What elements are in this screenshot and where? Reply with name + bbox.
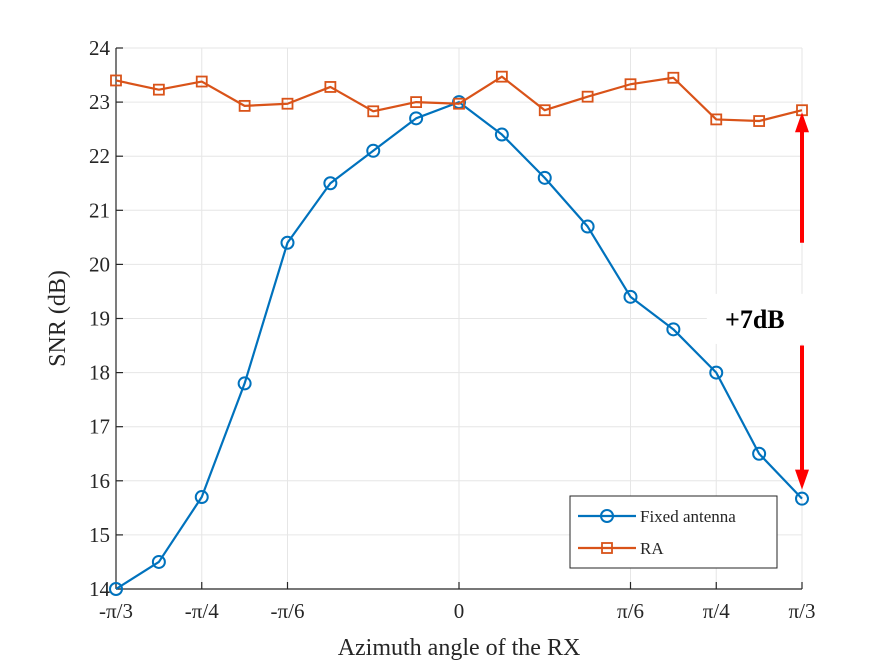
data-point-square (538, 104, 551, 117)
legend-item: RA (578, 539, 664, 558)
data-point-square (581, 90, 594, 103)
data-point-circle (709, 365, 724, 380)
legend-marker-circle (600, 509, 614, 523)
series-ra (110, 70, 808, 127)
data-point-square (753, 115, 766, 127)
data-point-square (453, 97, 465, 110)
data-point-circle (623, 289, 638, 304)
legend-label: Fixed antenna (640, 507, 736, 526)
y-tick-label: 14 (89, 577, 111, 601)
axes: 14 15 16 17 18 19 20 21 22 23 24 -π/3 -π/4 -π/6 0 π/6 π/… (45, 36, 815, 661)
y-tick-label: 16 (89, 469, 110, 493)
data-point-square (624, 78, 637, 91)
data-series (109, 70, 809, 596)
arrow-up-head (795, 112, 809, 133)
x-tick-label: -π/4 (185, 599, 219, 623)
data-point-circle (323, 176, 338, 191)
data-point-square (324, 81, 337, 93)
data-point-square (281, 97, 294, 110)
data-point-square (410, 96, 423, 108)
annotation-background (706, 293, 803, 344)
data-point-square (110, 74, 122, 87)
x-tick-label: -π/3 (99, 599, 133, 623)
series-line (115, 100, 803, 590)
series-fixed-antenna (109, 95, 809, 596)
data-point-circle (280, 235, 295, 250)
legend: Fixed antenna RA (569, 495, 778, 569)
y-tick-label: 17 (89, 415, 110, 439)
x-tick-label: π/4 (703, 599, 730, 623)
y-tick-label: 18 (89, 361, 110, 385)
annotation-text: +7dB (725, 305, 785, 334)
y-tick-label: 21 (89, 198, 110, 222)
legend-box (569, 495, 778, 569)
data-point-circle (752, 446, 767, 461)
data-point-circle (666, 322, 681, 337)
x-tick-label: π/3 (789, 599, 816, 623)
data-point-square (238, 99, 251, 112)
legend-marker-square (601, 542, 613, 554)
y-tick-label: 15 (89, 523, 110, 547)
arrow-down-head (795, 469, 809, 490)
data-point-circle (237, 376, 252, 391)
data-point-circle (580, 219, 595, 234)
data-point-circle (109, 582, 123, 596)
y-tick-label: 22 (89, 144, 110, 168)
y-tick-label: 24 (89, 36, 111, 60)
data-point-square (710, 113, 723, 126)
legend-label: RA (640, 539, 664, 558)
data-point-circle (795, 491, 809, 506)
data-point-circle (537, 170, 552, 185)
x-tick-label: 0 (454, 599, 465, 623)
annotations: +7dB (706, 112, 809, 490)
data-point-square (495, 70, 508, 83)
y-axis-title: SNR (dB) (45, 270, 71, 367)
data-point-circle (151, 554, 166, 569)
data-point-circle (494, 127, 509, 142)
y-tick-label: 19 (89, 307, 110, 331)
data-point-square (195, 75, 208, 88)
data-point-circle (194, 490, 209, 505)
data-point-square (152, 83, 165, 96)
y-tick-label: 20 (89, 252, 110, 276)
series-line (115, 75, 803, 123)
data-point-square (367, 105, 380, 118)
data-point-circle (409, 111, 424, 126)
data-point-square (667, 71, 680, 84)
y-tick-label: 23 (89, 90, 110, 114)
x-tick-label: π/6 (617, 599, 644, 623)
data-point-circle (366, 143, 381, 158)
legend-item: Fixed antenna (578, 507, 736, 526)
x-tick-label: -π/6 (271, 599, 305, 623)
x-axis-title: Azimuth angle of the RX (338, 635, 581, 661)
